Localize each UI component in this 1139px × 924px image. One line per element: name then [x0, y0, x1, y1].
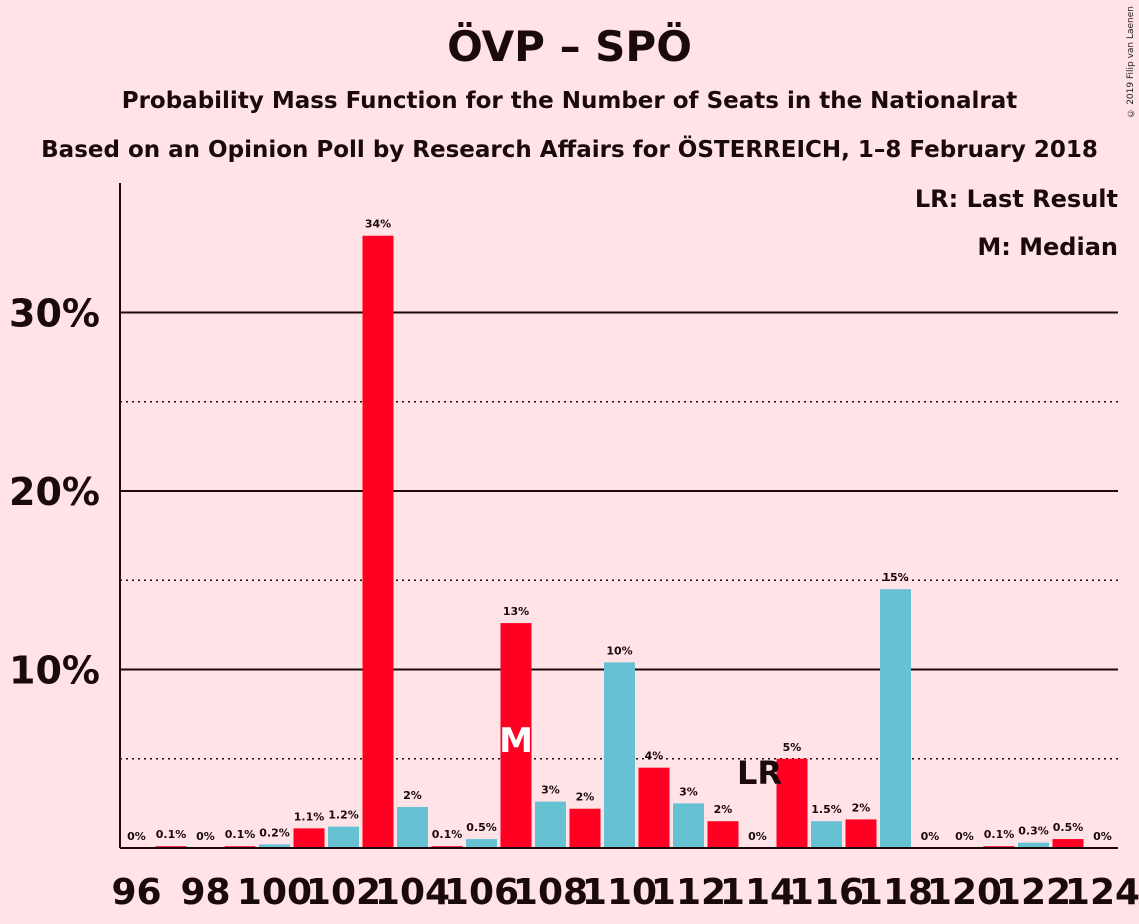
- chart-title: ÖVP – SPÖ: [447, 22, 692, 71]
- data-label: 0.3%: [1018, 825, 1049, 838]
- data-label: 0%: [748, 830, 767, 843]
- median-marker: M: [499, 721, 533, 761]
- bar-seat-111: [638, 767, 670, 848]
- data-label: 2%: [852, 801, 871, 814]
- x-tick-label: 120: [927, 872, 1002, 913]
- x-tick-label: 116: [789, 872, 864, 913]
- data-label: 13%: [503, 605, 529, 618]
- data-labels: 0% 0.1% 0% 0.1% 0.2%1.1% 1.2%34%2%0.1%0.5%13%…: [127, 218, 1112, 843]
- y-tick-label: 30%: [9, 292, 100, 336]
- data-label: 0.1%: [432, 828, 463, 841]
- bar-seat-113: [707, 821, 739, 848]
- y-tick-label: 10%: [9, 649, 100, 693]
- data-label: 0.1%: [156, 828, 187, 841]
- x-tick-label: 102: [306, 872, 381, 913]
- x-tick-label: 122: [996, 872, 1071, 913]
- data-label: 1.1%: [294, 810, 325, 823]
- bar-seat-110: [604, 662, 635, 848]
- axes: 10% 20% 30% 96 98 100102104106108110112114116…: [9, 183, 1139, 913]
- data-label: 5%: [783, 741, 802, 754]
- bar-seat-123: [1052, 839, 1084, 848]
- chart-source-subtitle: Based on an Opinion Poll by Research Aff…: [41, 137, 1098, 163]
- data-label: 0%: [127, 830, 146, 843]
- x-tick-label: 96: [111, 872, 161, 913]
- data-label: 3%: [541, 784, 560, 797]
- bar-seat-102: [328, 826, 359, 848]
- bar-seat-108: [535, 801, 566, 848]
- x-tick-label: 114: [720, 872, 795, 913]
- data-label: 0.1%: [984, 828, 1015, 841]
- bar-seat-104: [397, 806, 428, 848]
- x-tick-label: 112: [651, 872, 726, 913]
- bar-seat-118: [880, 589, 911, 848]
- data-label: 0.1%: [225, 828, 256, 841]
- x-tick-label: 104: [375, 872, 450, 913]
- data-label: 0%: [1093, 830, 1112, 843]
- data-label: 2%: [576, 791, 595, 804]
- y-tick-label: 20%: [9, 470, 100, 514]
- bar-seat-101: [293, 828, 325, 848]
- data-label: 0%: [955, 830, 974, 843]
- chart-subtitle: Probability Mass Function for the Number…: [121, 88, 1018, 114]
- data-label: 0%: [196, 830, 215, 843]
- last-result-marker: LR: [737, 754, 782, 792]
- data-label: 0.5%: [466, 821, 497, 834]
- x-tick-label: 118: [858, 872, 933, 913]
- legend-median: M: Median: [977, 233, 1118, 261]
- bar-seat-103: [362, 235, 394, 848]
- data-label: 34%: [365, 218, 391, 231]
- bar-seat-115: [776, 758, 808, 848]
- data-label: 10%: [606, 644, 632, 657]
- data-label: 2%: [403, 789, 422, 802]
- bar-seat-107: [500, 623, 532, 848]
- bar-seat-122: [1018, 842, 1049, 848]
- data-label: 4%: [645, 750, 664, 763]
- bar-series: [155, 235, 1084, 848]
- data-label: 0.2%: [259, 826, 290, 839]
- bar-seat-109: [569, 808, 601, 848]
- data-label: 2%: [714, 803, 733, 816]
- data-label: 0.5%: [1053, 821, 1084, 834]
- data-label: 15%: [882, 571, 908, 584]
- bar-seat-116: [811, 821, 842, 848]
- bar-seat-112: [673, 803, 704, 848]
- x-tick-label: 100: [237, 872, 312, 913]
- x-tick-label: 108: [513, 872, 588, 913]
- bar-seat-100: [259, 844, 290, 848]
- x-tick-label: 124: [1065, 872, 1139, 913]
- bar-seat-106: [466, 839, 497, 848]
- data-label: 3%: [679, 785, 698, 798]
- x-tick-label: 110: [582, 872, 657, 913]
- data-label: 0%: [921, 830, 940, 843]
- data-label: 1.2%: [328, 809, 359, 822]
- legend-last-result: LR: Last Result: [914, 185, 1118, 213]
- data-label: 1.5%: [811, 803, 842, 816]
- x-tick-label: 98: [180, 872, 230, 913]
- x-tick-label: 106: [444, 872, 519, 913]
- bar-seat-117: [845, 819, 877, 848]
